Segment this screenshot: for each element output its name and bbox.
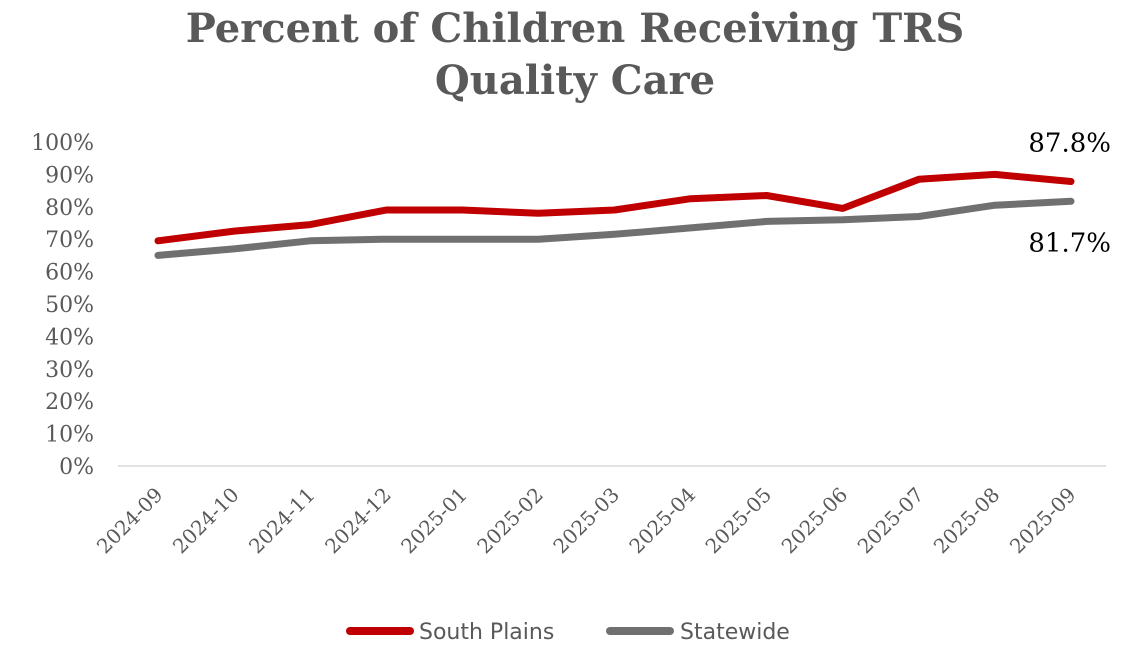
x-tick-label: 2025-06 — [777, 483, 853, 559]
series-layer — [154, 170, 1075, 259]
x-tick-label: 2024-12 — [320, 483, 396, 559]
end-label-statewide: 81.7% — [1028, 228, 1111, 258]
x-tick-label: 2024-10 — [168, 483, 244, 559]
y-tick-label: 50% — [45, 293, 94, 318]
chart-title: Percent of Children Receiving TRS Qualit… — [186, 5, 964, 104]
x-tick-label: 2025-07 — [853, 483, 929, 559]
legend-label-statewide: Statewide — [680, 620, 790, 645]
y-tick-label: 10% — [45, 423, 94, 448]
x-tick-label: 2025-09 — [1005, 483, 1081, 559]
x-tick-label: 2025-04 — [624, 483, 700, 559]
x-tick-label: 2025-03 — [548, 483, 624, 559]
y-tick-label: 30% — [45, 358, 94, 383]
series-line-south-plains — [154, 170, 1075, 245]
legend-label-south-plains: South Plains — [419, 620, 554, 645]
y-tick-label: 80% — [45, 196, 94, 221]
chart-title-line-2: Quality Care — [435, 57, 715, 104]
legend: South Plains Statewide — [346, 620, 790, 645]
y-tick-label: 0% — [59, 455, 94, 480]
x-axis-tick-labels: 2024-09 2024-10 2024-11 2024-12 2025-01 2025-… — [92, 483, 1081, 559]
x-tick-label: 2025-02 — [472, 483, 548, 559]
end-label-south-plains: 87.8% — [1028, 129, 1111, 159]
y-tick-label: 40% — [45, 325, 94, 350]
x-tick-label: 2024-11 — [244, 483, 320, 559]
y-tick-label: 20% — [45, 390, 94, 415]
series-line-statewide — [154, 197, 1075, 259]
end-value-labels: 87.8% 81.7% — [1028, 129, 1111, 259]
x-tick-label: 2025-05 — [700, 483, 776, 559]
y-tick-label: 100% — [31, 131, 94, 156]
x-tick-label: 2025-01 — [396, 483, 472, 559]
y-tick-label: 90% — [45, 163, 94, 188]
y-tick-label: 70% — [45, 228, 94, 253]
x-tick-label: 2024-09 — [92, 483, 168, 559]
y-axis-tick-labels: 0% 10% 20% 30% 40% 50% 60% 70% 80% 90% 100% — [31, 131, 94, 480]
chart-title-line-1: Percent of Children Receiving TRS — [186, 5, 964, 52]
x-tick-label: 2025-08 — [929, 483, 1005, 559]
y-tick-label: 60% — [45, 261, 94, 286]
